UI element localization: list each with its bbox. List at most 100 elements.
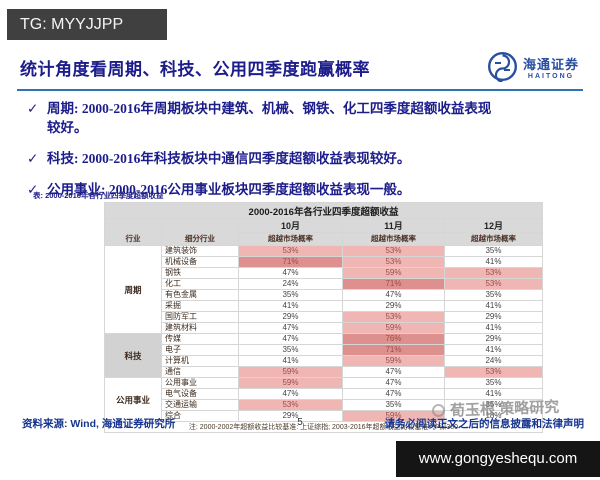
november-probability-cell: 53% [342, 245, 445, 257]
table-row: 综合 29% 59% 18% [105, 410, 543, 422]
tg-tag-label: TG: MYYJJPP [20, 16, 124, 33]
subindustry-cell: 建筑装饰 [161, 245, 239, 257]
table-note-row: 注: 2000-2002年超额收益比较基准: 上证综指; 2003-2016年超… [104, 421, 543, 433]
december-probability-cell: 41% [444, 344, 543, 356]
title-underline [17, 89, 583, 91]
october-probability-cell: 59% [238, 377, 343, 389]
december-probability-cell: 41% [444, 300, 543, 312]
october-probability-cell: 41% [238, 300, 343, 312]
november-probability-cell: 71% [342, 278, 445, 290]
subindustry-cell: 国防军工 [161, 311, 239, 323]
haitong-logo: 海通证券 HAITONG [487, 51, 579, 87]
bullet-tech: ✓ 科技: 2000-2016年科技板块中通信四季度超额收益表现较好。 [27, 149, 505, 168]
watermark: 荀玉根 策略研究 [431, 396, 560, 421]
table-body: 周期 建筑装饰 53% 53% 35% 机械设备 71% 53% 41% 钢铁 47% 59% 53% 化… [104, 245, 543, 422]
subindustry-cell: 公用事业 [161, 377, 239, 389]
table-row: 钢铁 47% 59% 53% [105, 267, 543, 279]
october-probability-cell: 47% [238, 388, 343, 400]
bullet-list: ✓ 周期: 2000-2016年周期板块中建筑、机械、钢铁、化工四季度超额收益表… [27, 99, 505, 211]
haitong-logo-icon [487, 51, 518, 87]
october-probability-cell: 59% [238, 366, 343, 378]
col-header-probability: 超越市场概率 [342, 232, 445, 246]
table-row: 化工 24% 71% 53% [105, 278, 543, 290]
october-probability-cell: 47% [238, 267, 343, 279]
website-url-bar: www.gongyeshequ.com [396, 441, 600, 477]
excess-return-table: 2000-2016年各行业四季度超额收益 行业 细分行业 10月 11月 12月… [104, 202, 543, 433]
table-row: 通信 59% 47% 53% [105, 366, 543, 378]
october-probability-cell: 35% [238, 289, 343, 301]
col-header-industry: 行业 [104, 218, 162, 246]
col-header-november: 11月 [342, 218, 445, 233]
check-icon: ✓ [27, 182, 39, 197]
table-row: 采掘 41% 29% 41% [105, 300, 543, 312]
subindustry-cell: 计算机 [161, 355, 239, 367]
november-probability-cell: 29% [342, 300, 445, 312]
haitong-logo-cn: 海通证券 [523, 57, 580, 72]
bullet-utilities: ✓ 公用事业: 2000-2016公用事业板块四季度超额收益表现一般。 [27, 180, 505, 199]
page-title: 统计角度看周期、科技、公用四季度跑赢概率 [20, 60, 370, 79]
table-title: 2000-2016年各行业四季度超额收益 [104, 202, 543, 219]
subindustry-cell: 建筑材料 [161, 322, 239, 334]
table-row: 周期 建筑装饰 53% 53% 35% [104, 245, 543, 334]
november-probability-cell: 47% [342, 289, 445, 301]
table-row: 计算机 41% 59% 24% [105, 355, 543, 367]
subindustry-cell: 机械设备 [161, 256, 239, 268]
december-probability-cell: 53% [444, 366, 543, 378]
december-probability-cell: 24% [444, 355, 543, 367]
table-row: 电子 35% 71% 41% [105, 344, 543, 356]
october-probability-cell: 24% [238, 278, 343, 290]
october-probability-cell: 71% [238, 256, 343, 268]
november-probability-cell: 47% [342, 388, 445, 400]
october-probability-cell: 35% [238, 344, 343, 356]
december-probability-cell: 35% [444, 245, 543, 257]
november-probability-cell: 71% [342, 344, 445, 356]
december-probability-cell: 29% [444, 333, 543, 345]
november-probability-cell: 47% [342, 377, 445, 389]
table-probability-row: 超越市场概率 超越市场概率 超越市场概率 [105, 232, 543, 246]
december-probability-cell: 41% [444, 322, 543, 334]
subindustry-cell: 电子 [161, 344, 239, 356]
october-probability-cell: 47% [238, 333, 343, 345]
table-caption: 表: 2000-2016年各行业四季度超额收益 [33, 191, 164, 200]
december-probability-cell: 29% [444, 311, 543, 323]
subindustry-cell: 钢铁 [161, 267, 239, 279]
november-probability-cell: 53% [342, 256, 445, 268]
october-probability-cell: 41% [238, 355, 343, 367]
source-note: 资料来源: Wind, 海通证券研究所 [22, 418, 176, 430]
col-header-october: 10月 [238, 218, 343, 233]
subindustry-cell: 采掘 [161, 300, 239, 312]
december-probability-cell: 53% [444, 278, 543, 290]
november-probability-cell: 59% [342, 355, 445, 367]
bullet-tech-text: 科技: 2000-2016年科技板块中通信四季度超额收益表现较好。 [47, 151, 411, 166]
industry-group-cell: 周期 [104, 245, 162, 334]
table-row: 国防军工 29% 53% 29% [105, 311, 543, 323]
industry-group-cell: 科技 [104, 333, 162, 378]
november-probability-cell: 53% [342, 311, 445, 323]
table-title-row: 2000-2016年各行业四季度超额收益 [104, 202, 543, 219]
november-probability-cell: 35% [342, 399, 445, 411]
subindustry-cell: 有色金属 [161, 289, 239, 301]
subindustry-cell: 交通运输 [161, 399, 239, 411]
december-probability-cell: 35% [444, 377, 543, 389]
page-number: 5 [297, 417, 303, 428]
table-row: 机械设备 71% 53% 41% [105, 256, 543, 268]
bullet-cycle: ✓ 周期: 2000-2016年周期板块中建筑、机械、钢铁、化工四季度超额收益表… [27, 99, 505, 137]
table-row: 有色金属 35% 47% 35% [105, 289, 543, 301]
october-probability-cell: 53% [238, 399, 343, 411]
november-probability-cell: 59% [342, 267, 445, 279]
subindustry-cell: 化工 [161, 278, 239, 290]
website-url: www.gongyeshequ.com [418, 450, 578, 467]
table-row: 建筑材料 47% 59% 41% [105, 322, 543, 334]
november-probability-cell: 76% [342, 333, 445, 345]
check-icon: ✓ [27, 101, 39, 116]
col-header-subindustry: 细分行业 [161, 218, 239, 246]
check-icon: ✓ [27, 151, 39, 166]
table-note: 注: 2000-2002年超额收益比较基准: 上证综指; 2003-2016年超… [104, 421, 543, 433]
col-header-probability: 超越市场概率 [444, 232, 543, 246]
bullet-utilities-text: 公用事业: 2000-2016公用事业板块四季度超额收益表现一般。 [47, 182, 411, 197]
haitong-logo-text: 海通证券 HAITONG [523, 58, 579, 80]
table-month-row: 行业 细分行业 10月 11月 12月 [104, 218, 543, 246]
december-probability-cell: 35% [444, 289, 543, 301]
december-probability-cell: 53% [444, 267, 543, 279]
